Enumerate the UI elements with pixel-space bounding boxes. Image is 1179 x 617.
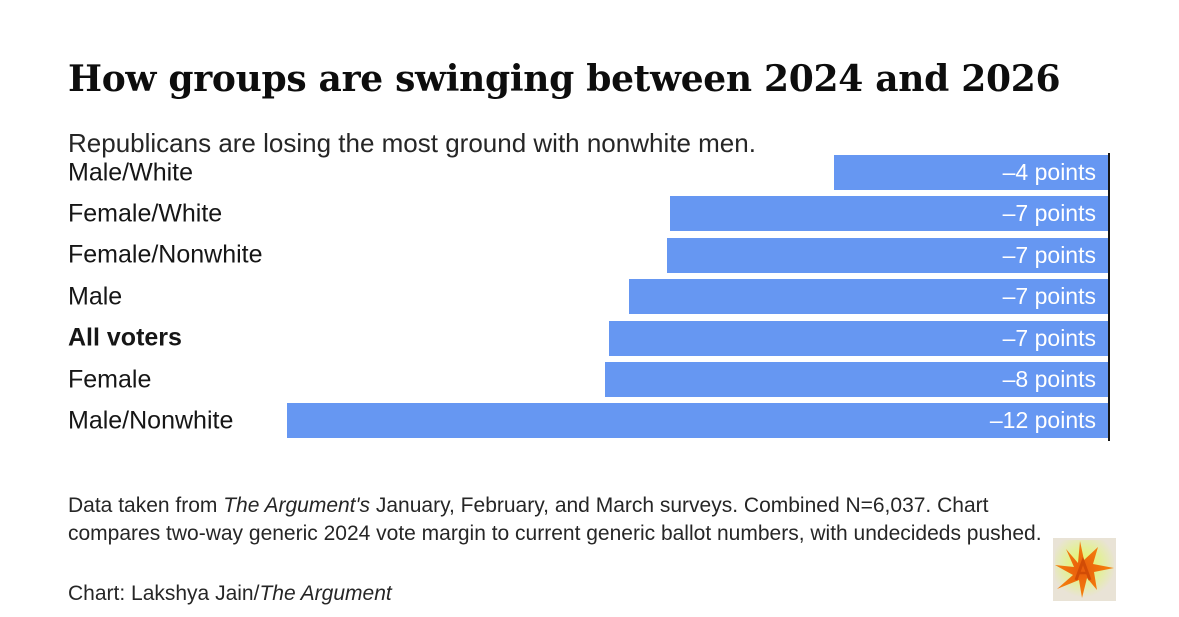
credit-publication: The Argument bbox=[259, 582, 392, 605]
bar-value-label: –12 points bbox=[989, 407, 1096, 434]
bar-value-label: –4 points bbox=[1002, 159, 1096, 185]
chart-row: All voters –7 points bbox=[68, 318, 1108, 359]
chart-title: How groups are swinging between 2024 and… bbox=[68, 58, 1061, 101]
category-label-male: Male bbox=[68, 282, 123, 311]
source-note-publication: The Argument's bbox=[223, 494, 371, 517]
category-label-male-white: Male/White bbox=[68, 158, 194, 187]
chart-row: Female/White –7 points bbox=[68, 193, 1108, 234]
bar-value-label: –7 points bbox=[1002, 283, 1096, 310]
bar-male-nonwhite: –12 points bbox=[287, 403, 1108, 439]
bar-male-white: –4 points bbox=[834, 155, 1108, 190]
chart-row: Female –8 points bbox=[68, 359, 1108, 400]
category-label-female-nonwhite: Female/Nonwhite bbox=[68, 240, 263, 269]
bar-female: –8 points bbox=[605, 361, 1108, 397]
bar-value-label: –7 points bbox=[1002, 241, 1096, 268]
bar-chart: Male/White –4 points Female/White –7 poi… bbox=[68, 152, 1110, 442]
category-label-female: Female bbox=[68, 365, 152, 394]
bar-male: –7 points bbox=[629, 279, 1108, 315]
bar-female-nonwhite: –7 points bbox=[666, 237, 1108, 273]
bar-value-label: –7 points bbox=[1002, 200, 1096, 227]
source-note: Data taken from The Argument's January, … bbox=[68, 492, 1043, 548]
category-label-male-nonwhite: Male/Nonwhite bbox=[68, 406, 234, 435]
chart-row: Male/Nonwhite –12 points bbox=[68, 400, 1108, 441]
source-note-text: Data taken from bbox=[68, 494, 224, 517]
bar-value-label: –8 points bbox=[1002, 365, 1096, 392]
source-note-text: January, February, and March surveys. Co… bbox=[68, 494, 1042, 545]
bar-all-voters: –7 points bbox=[608, 320, 1108, 356]
starburst-logo-svg bbox=[1053, 538, 1116, 601]
chart-row: Female/Nonwhite –7 points bbox=[68, 235, 1108, 276]
category-label-all-voters: All voters bbox=[68, 323, 182, 352]
bar-value-label: –7 points bbox=[1002, 324, 1096, 351]
chart-credit: Chart: Lakshya Jain/The Argument bbox=[68, 582, 392, 606]
chart-subtitle: Republicans are losing the most ground w… bbox=[68, 128, 756, 158]
chart-row: Male/White –4 points bbox=[68, 152, 1108, 193]
credit-author: Chart: Lakshya Jain/ bbox=[68, 582, 260, 605]
bar-female-white: –7 points bbox=[670, 196, 1108, 232]
starburst-logo-icon bbox=[1053, 538, 1116, 601]
chart-row: Male –7 points bbox=[68, 276, 1108, 317]
zero-axis-line bbox=[1108, 153, 1110, 441]
category-label-female-white: Female/White bbox=[68, 199, 223, 228]
